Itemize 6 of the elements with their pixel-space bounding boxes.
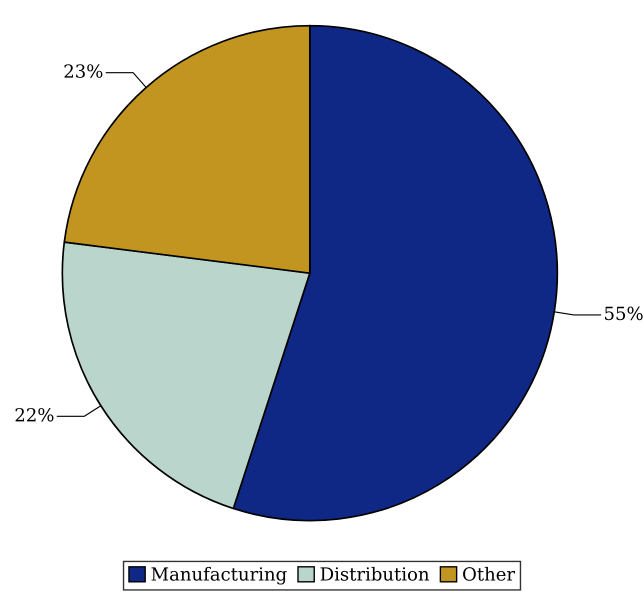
data-label: 22% xyxy=(16,408,54,422)
legend-label: Other xyxy=(463,566,516,581)
legend-label: Distribution xyxy=(320,566,430,581)
data-label: 55% xyxy=(605,306,643,320)
data-label: 23% xyxy=(64,64,102,78)
legend-label: Manufacturing xyxy=(152,566,287,585)
